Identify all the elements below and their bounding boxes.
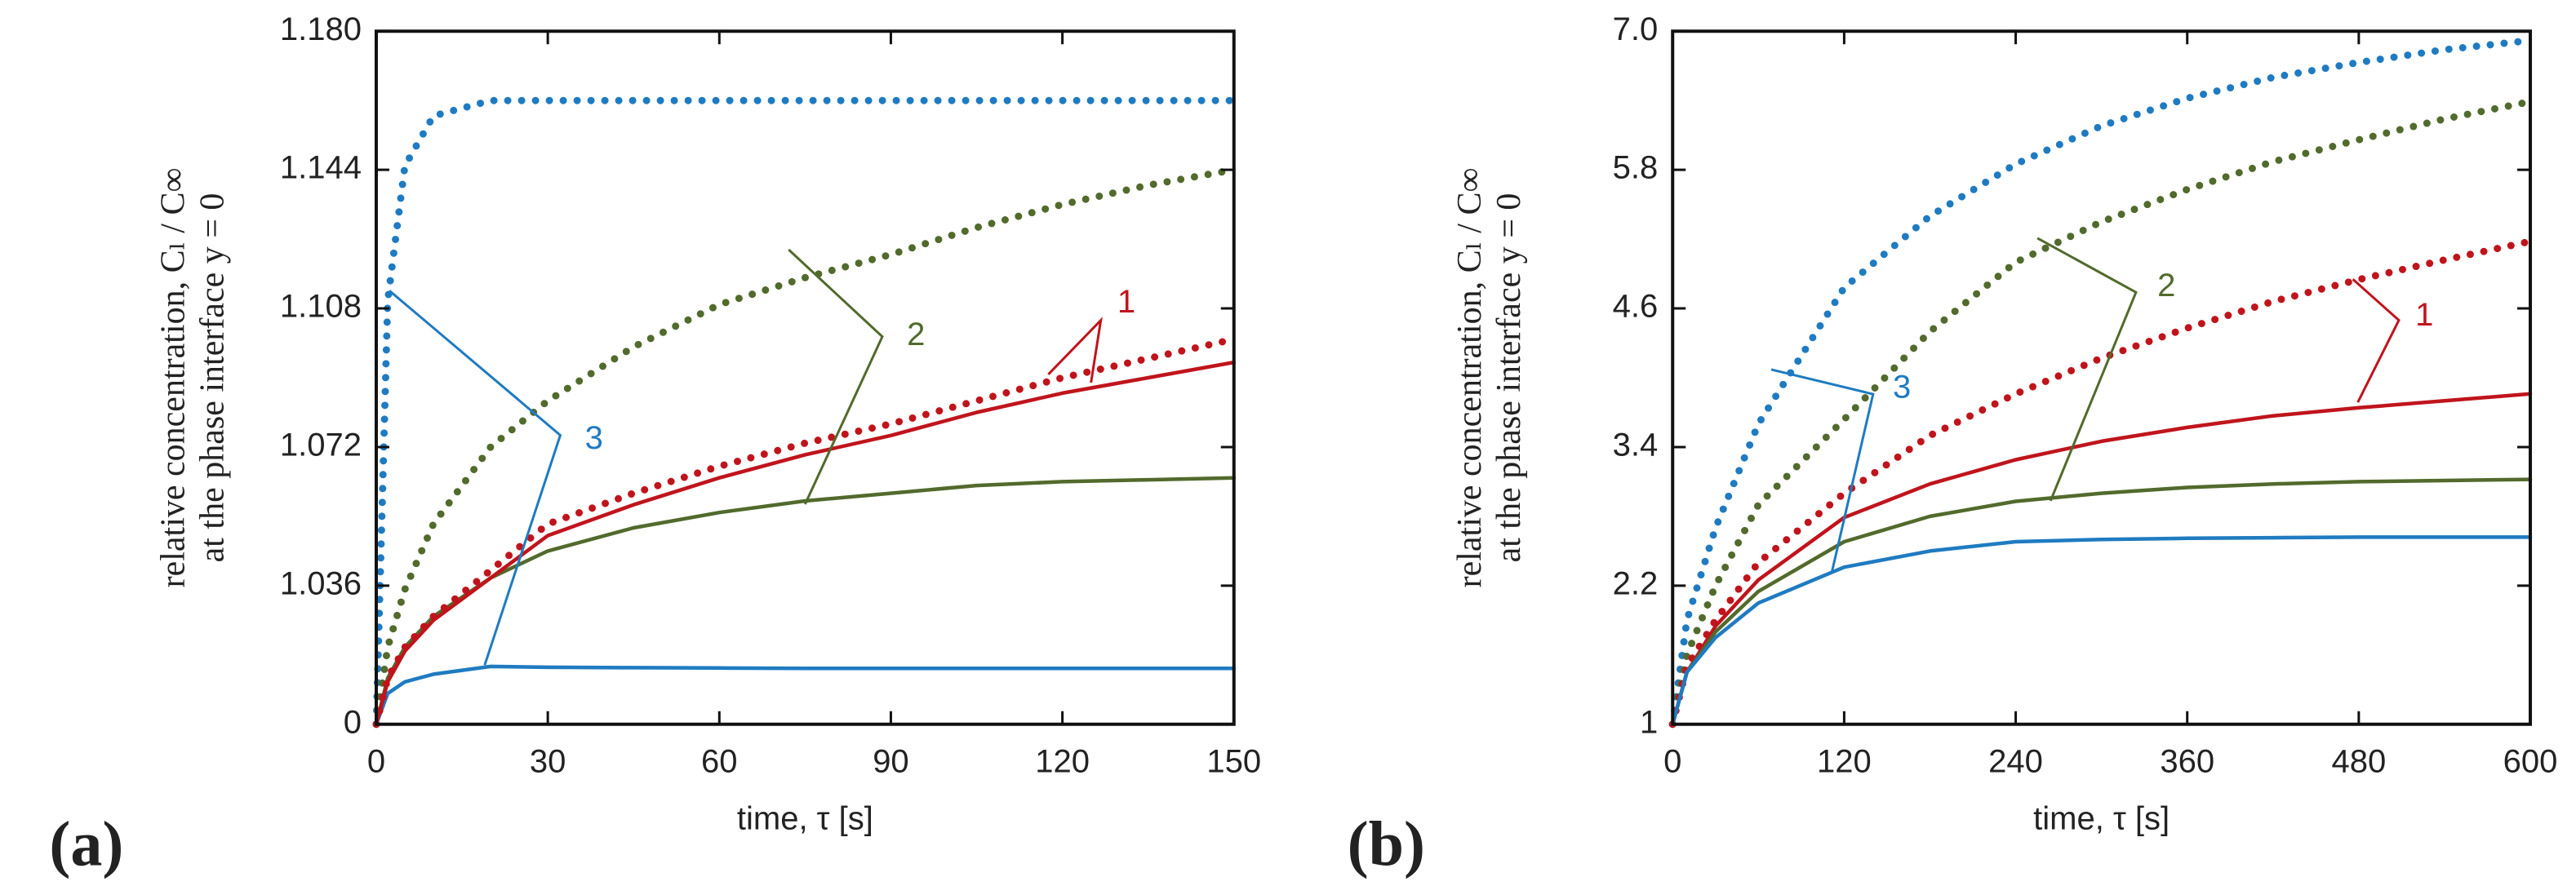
y-tick-label: 1.036	[280, 565, 362, 601]
leader-line	[389, 290, 562, 666]
y-tick-label: 1.144	[280, 150, 362, 186]
y-tick-label: 1.108	[280, 289, 362, 325]
x-tick-label: 120	[1035, 743, 1090, 779]
x-tick-label: 360	[2160, 743, 2214, 779]
leader-line	[2352, 278, 2401, 403]
y-tick-label: 1.072	[280, 427, 362, 463]
panel-label: (a)	[49, 808, 123, 879]
panel-label: (b)	[1348, 808, 1425, 879]
y-tick-label: 0	[344, 704, 362, 740]
dotted-line	[1668, 98, 2534, 729]
y-axis-label: relative concentration, Cₗ / C∞ at the ph…	[1451, 168, 1528, 588]
y-tick-label: 1.180	[280, 11, 362, 47]
solid-line	[374, 476, 1237, 726]
solid-line	[374, 664, 1237, 726]
leader-line	[1047, 317, 1103, 383]
annotation: 3	[1893, 370, 1911, 405]
panel: 0 1.036 1.072 1.108 1.144 1.180 0 30 60 90 120 150 t…	[49, 11, 1261, 879]
leader-line	[2036, 237, 2138, 502]
leader-line	[788, 248, 884, 505]
solid-line	[1670, 535, 2533, 726]
y-tick-label: 5.8	[1613, 150, 1659, 186]
leader-line	[1770, 368, 1875, 572]
dotted-line	[372, 335, 1238, 729]
dotted-line	[1668, 37, 2534, 729]
solid-line	[374, 360, 1237, 726]
annotation: 1	[2415, 297, 2433, 333]
y-tick-label: 4.6	[1613, 289, 1659, 325]
dotted-line	[372, 166, 1238, 729]
x-tick-label: 90	[873, 743, 909, 779]
solid-line	[1670, 477, 2533, 726]
x-tick-label: 240	[1988, 743, 2043, 779]
y-tick-label: 2.2	[1613, 565, 1659, 601]
x-tick-label: 0	[367, 743, 385, 779]
annotation: 1	[1117, 284, 1135, 320]
annotation: 2	[2157, 268, 2175, 303]
dotted-line	[372, 96, 1238, 729]
x-tick-label: 60	[701, 743, 738, 779]
x-tick-label: 480	[2331, 743, 2386, 779]
x-tick-label: 120	[1817, 743, 1872, 779]
y-axis-label-line: at the phase interface y = 0	[194, 193, 232, 563]
plot-frame	[374, 29, 1236, 726]
dotted-line	[1668, 237, 2534, 729]
y-axis-label: relative concentration, Cₗ / C∞ at the ph…	[155, 168, 232, 588]
y-tick-label: 3.4	[1613, 427, 1659, 463]
solid-line	[1670, 392, 2533, 726]
x-tick-label: 30	[530, 743, 566, 779]
x-tick-label: 0	[1663, 743, 1681, 779]
x-axis-label: time, τ [s]	[737, 800, 873, 836]
y-tick-label: 7.0	[1613, 11, 1659, 47]
annotation: 2	[907, 317, 925, 352]
annotation: 3	[585, 420, 603, 456]
x-axis-label: time, τ [s]	[2033, 800, 2170, 836]
panel: 1 2.2 3.4 4.6 5.8 7.0 0 120 240 360 480 600 time, τ …	[1348, 11, 2558, 879]
y-axis-label-line: at the phase interface y = 0	[1490, 193, 1528, 563]
y-axis-label-line: relative concentration, Cₗ / C∞	[155, 168, 193, 588]
y-tick-label: 1	[1640, 704, 1658, 740]
x-tick-label: 600	[2503, 743, 2558, 779]
y-axis-label-line: relative concentration, Cₗ / C∞	[1451, 168, 1489, 588]
x-tick-label: 150	[1206, 743, 1261, 779]
plot-frame	[1671, 29, 2533, 726]
